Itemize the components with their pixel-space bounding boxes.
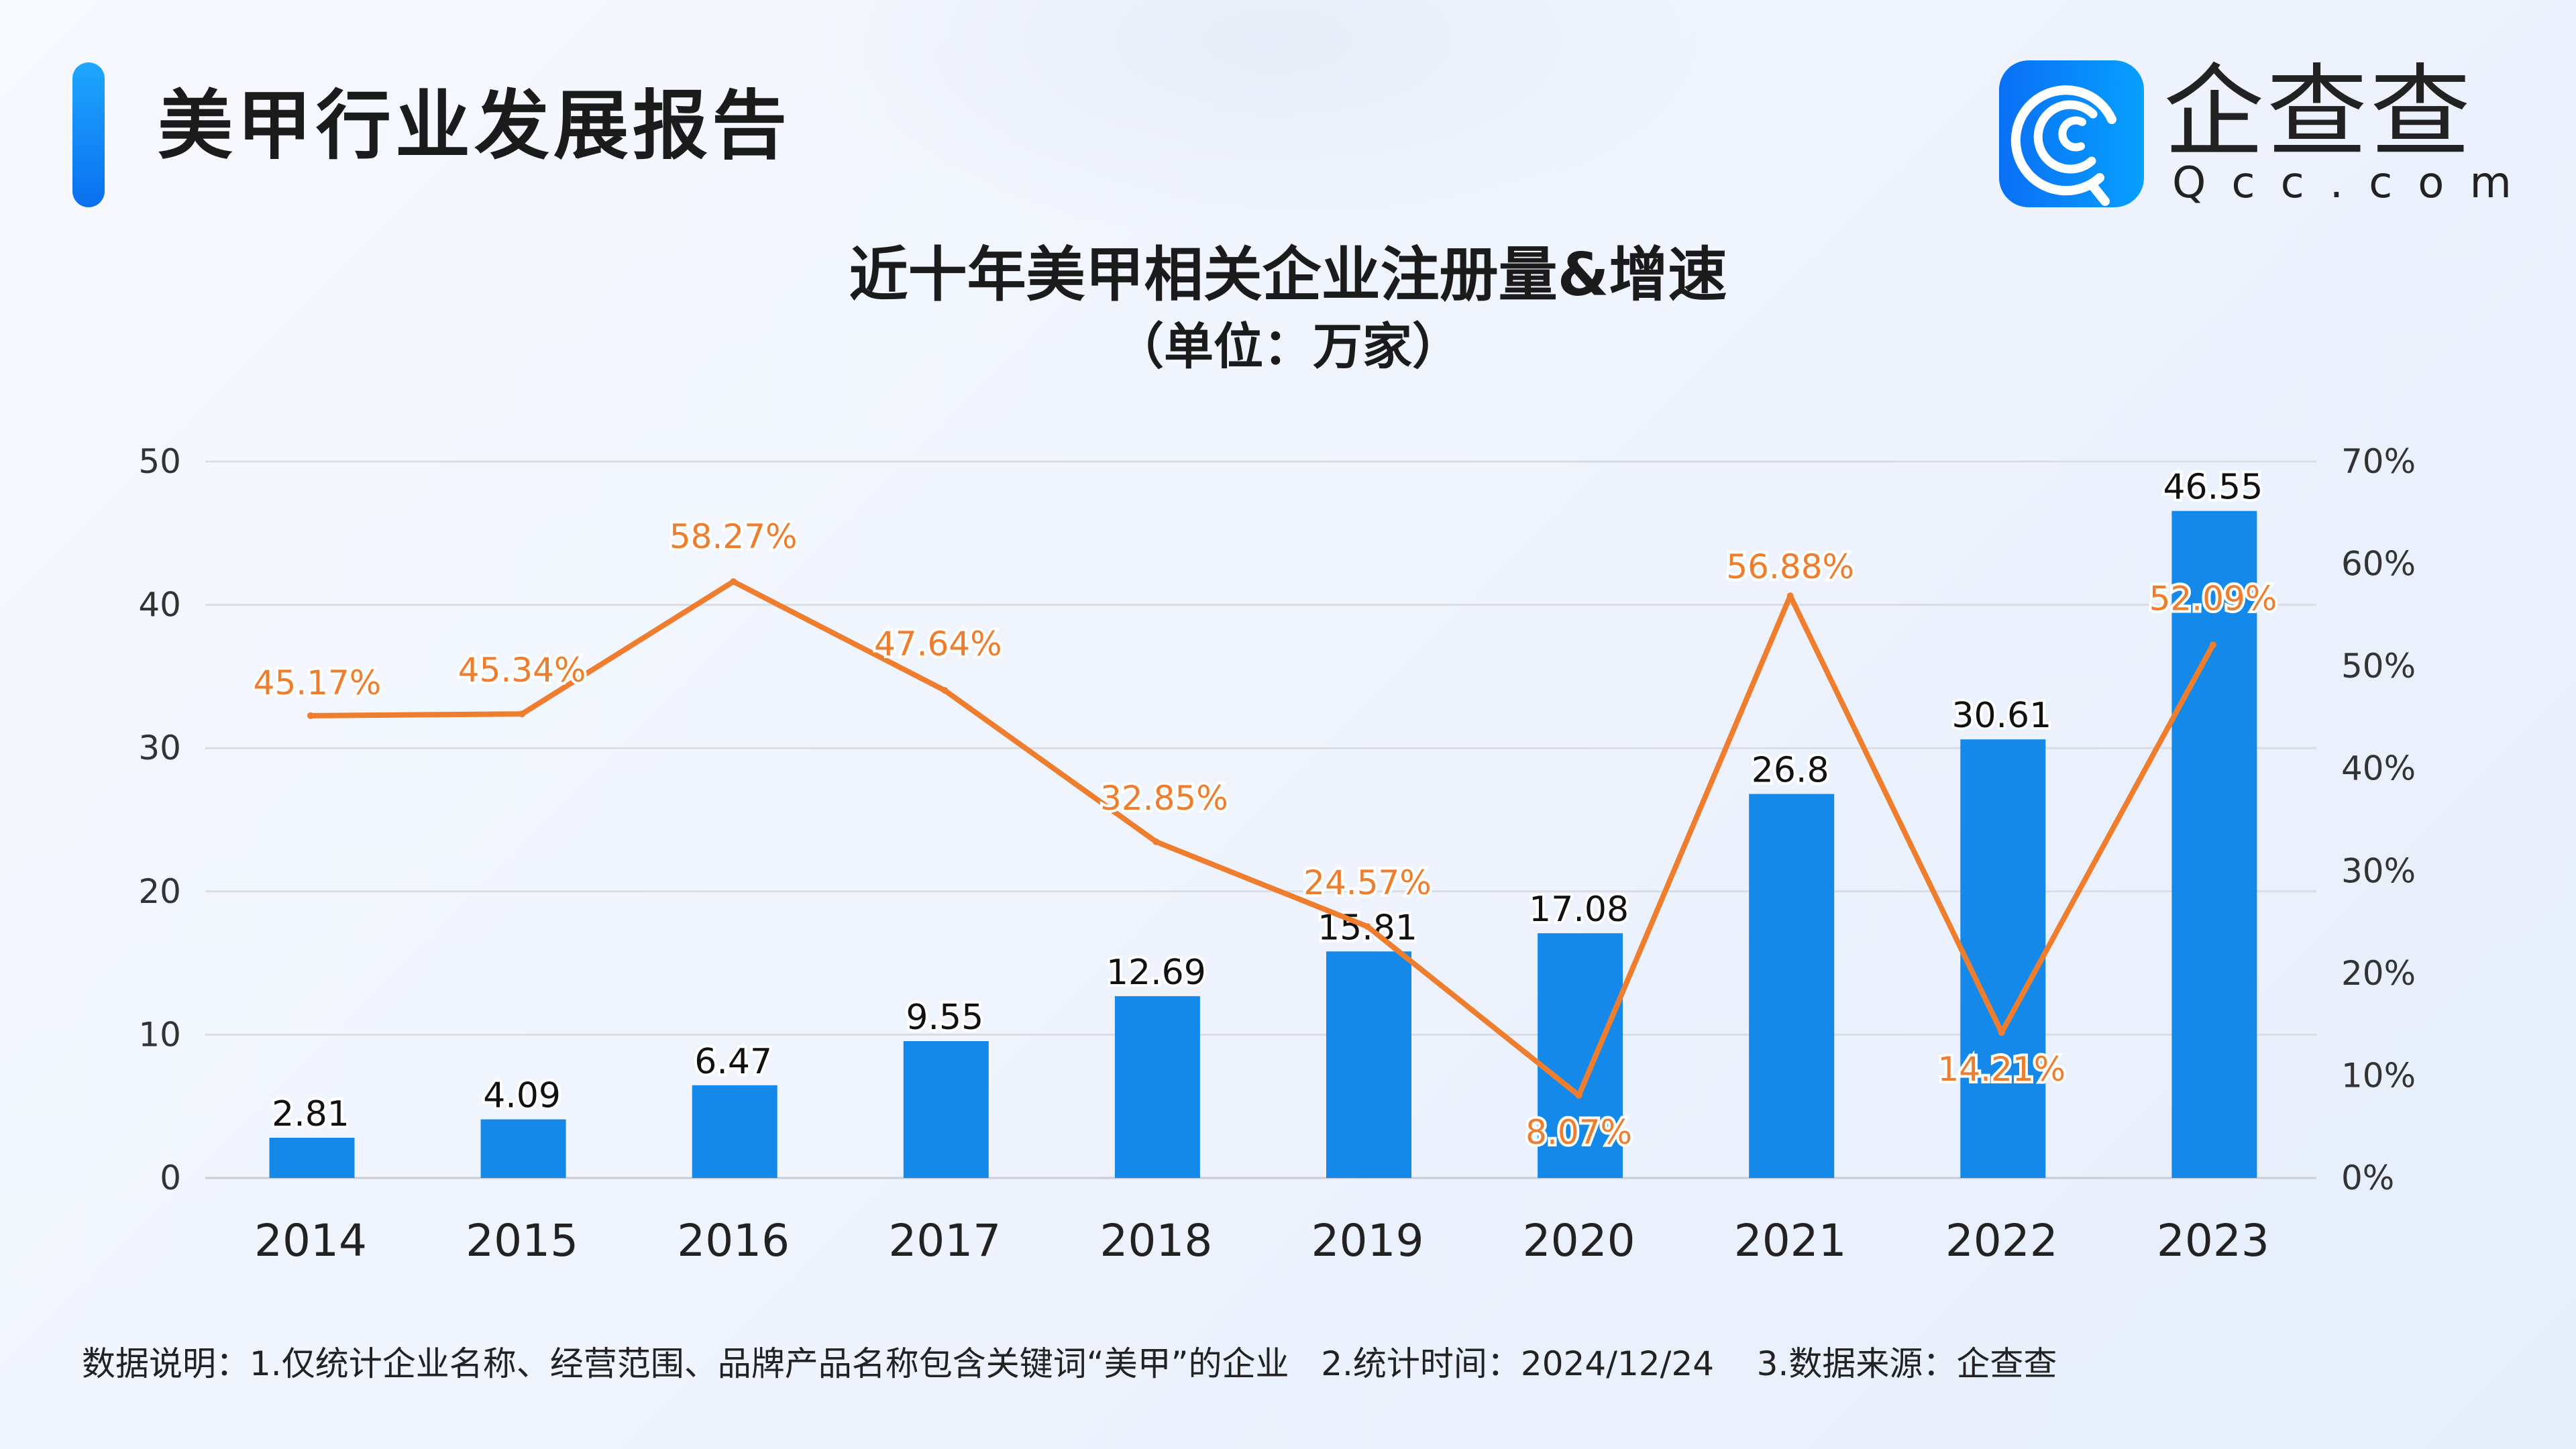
x-axis-label: 2023 [2157, 1215, 2269, 1267]
qcc-logo-text: 企查查 [2163, 54, 2474, 171]
growth-rate-label: 58.27% [669, 517, 798, 556]
chart-subtitle: （单位：万家） [1114, 318, 1462, 376]
growth-rate-label: 8.07% [1525, 1113, 1632, 1152]
x-axis-label: 2016 [677, 1215, 790, 1267]
growth-rate-label: 45.34% [458, 651, 586, 690]
left-axis-tick: 40 [138, 586, 181, 625]
bar [692, 1085, 777, 1178]
page-title: 美甲行业发展报告 [158, 83, 791, 170]
bar-value-label: 46.55 [2163, 468, 2263, 508]
qcc-logo-icon [1999, 60, 2144, 207]
growth-rate-label: 24.57% [1303, 863, 1432, 902]
right-axis-tick: 50% [2341, 647, 2416, 686]
growth-rate-label: 32.85% [1100, 779, 1228, 818]
bar-value-label: 30.61 [1951, 696, 2051, 736]
bar [269, 1137, 355, 1178]
bar-value-label: 9.55 [906, 998, 983, 1038]
x-axis-label: 2017 [888, 1215, 1001, 1267]
growth-point [519, 710, 526, 718]
x-axis-label: 2018 [1099, 1215, 1212, 1267]
growth-point [1152, 838, 1160, 845]
x-axis-label: 2019 [1311, 1215, 1424, 1267]
growth-point [1575, 1091, 1582, 1099]
left-axis-tick: 30 [138, 729, 181, 767]
right-axis-tick: 40% [2341, 749, 2416, 788]
chart-title: 近十年美甲相关企业注册量&增速 [849, 240, 1727, 309]
bar [1538, 933, 1623, 1178]
growth-rate-label: 52.09% [2149, 579, 2277, 618]
x-axis-label: 2022 [1945, 1215, 2058, 1267]
x-axis-label: 2020 [1523, 1215, 1635, 1267]
bar-value-label: 4.09 [483, 1076, 561, 1116]
right-axis-tick: 30% [2341, 851, 2416, 890]
data-note: 数据说明：1.仅统计企业名称、经营范围、品牌产品名称包含关键词“美甲”的企业 2… [82, 1344, 2057, 1383]
growth-line [310, 578, 2216, 1098]
growth-point [1364, 923, 1371, 930]
right-axis-tick: 20% [2341, 954, 2416, 993]
bar [1960, 739, 2046, 1178]
growth-point [941, 687, 949, 694]
bar-value-label: 6.47 [694, 1042, 772, 1082]
growth-point [730, 578, 737, 585]
growth-rate-label: 45.17% [254, 663, 382, 702]
bar [480, 1119, 566, 1178]
bar [2171, 511, 2257, 1178]
title-accent-bar [72, 62, 105, 207]
x-axis-label: 2015 [466, 1215, 578, 1267]
growth-rate-label: 47.64% [874, 625, 1002, 663]
bar-value-label: 2.81 [272, 1094, 350, 1134]
x-axis-label: 2014 [254, 1215, 367, 1267]
left-axis-tick: 10 [138, 1015, 181, 1054]
left-axis-tick: 0 [160, 1159, 181, 1197]
bar [903, 1041, 989, 1178]
bar-value-label: 17.08 [1529, 890, 1629, 930]
growth-point [2209, 641, 2216, 649]
qcc-logo-domain: Qcc.com [2172, 158, 2537, 208]
growth-point [1786, 592, 1794, 600]
growth-point [307, 712, 314, 719]
bar [1114, 996, 1200, 1178]
x-axis-label: 2021 [1734, 1215, 1847, 1267]
right-axis-tick: 60% [2341, 545, 2416, 584]
bar-value-label: 12.69 [1106, 953, 1206, 993]
growth-point [1998, 1029, 2005, 1036]
right-axis-tick: 70% [2341, 442, 2416, 481]
left-axis-tick: 50 [138, 442, 181, 481]
right-axis-tick: 0% [2341, 1159, 2394, 1197]
left-axis-tick: 20 [138, 872, 181, 911]
bar-value-label: 26.8 [1752, 751, 1829, 791]
growth-rate-label: 56.88% [1726, 547, 1854, 586]
growth-rate-label: 14.21% [1937, 1050, 2065, 1089]
bar [1326, 951, 1411, 1178]
right-axis-tick: 10% [2341, 1056, 2416, 1095]
bar [1749, 794, 1835, 1178]
